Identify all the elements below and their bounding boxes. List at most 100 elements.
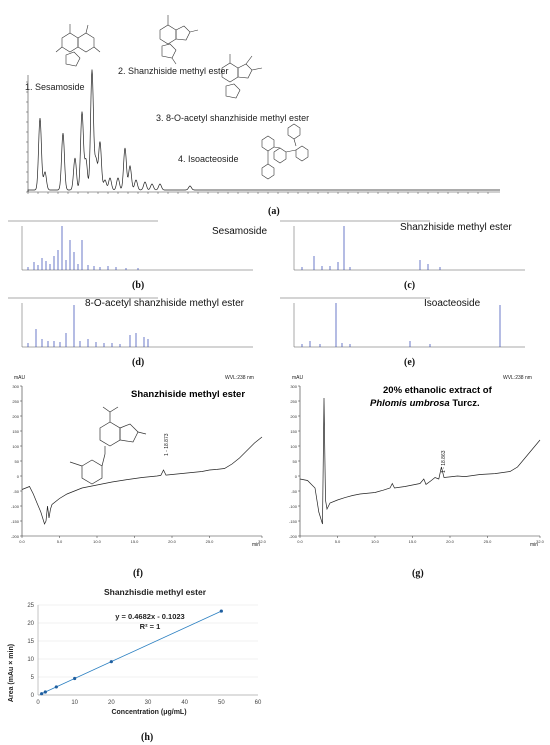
g-xtick-label: 32.0 xyxy=(536,539,545,544)
f-xtick-label: 5.0 xyxy=(57,539,63,544)
a-peak-label: 2. Shanzhiside methyl ester xyxy=(118,66,229,76)
f-ytick-label: 0 xyxy=(17,474,20,479)
panel-label-g: (g) xyxy=(412,568,424,579)
g-ytick-label: -50 xyxy=(291,489,298,494)
f-mau-label: mAU xyxy=(14,375,26,381)
chromatogram-f: mAU WVL:238 nm min Shanzhiside methyl es… xyxy=(11,375,267,548)
f-ytick-label: 150 xyxy=(12,429,19,434)
g-ytick-label: 50 xyxy=(293,459,298,464)
chromatogram-g: mAU WVL:238 nm min 20% ethanolic extract… xyxy=(289,375,545,548)
f-xtick-label: 25.0 xyxy=(206,539,215,544)
h-ytick-label: 15 xyxy=(27,639,34,645)
g-ytick-label: 100 xyxy=(290,444,297,449)
f-ytick-label: 200 xyxy=(12,414,19,419)
g-xtick-label: 15.0 xyxy=(409,539,418,544)
h-xtick-label: 20 xyxy=(108,700,115,706)
panel-label-d: (d) xyxy=(132,357,145,368)
h-xtick-label: 50 xyxy=(218,700,225,706)
f-ytick-label: -50 xyxy=(13,489,20,494)
h-xtick-label: 30 xyxy=(145,700,152,706)
f-ytick-label: 50 xyxy=(15,459,20,464)
panel-label-e: (e) xyxy=(404,357,416,368)
structure-acetyl-shanzhiside xyxy=(221,54,263,99)
g-title-line2: Phlomis umbrosa Turcz. xyxy=(370,398,480,409)
h-data-point xyxy=(73,676,77,681)
ms-title-b: Sesamoside xyxy=(212,226,268,237)
h-xtick-label: 40 xyxy=(181,700,188,706)
f-xtick-label: 15.0 xyxy=(131,539,140,544)
f-peak-label: 1 - 18.873 xyxy=(164,433,170,456)
f-xtick-label: 20.0 xyxy=(168,539,177,544)
g-xtick-label: 10.0 xyxy=(371,539,380,544)
ms-spectrum-b xyxy=(8,220,253,271)
h-data-point xyxy=(40,692,44,696)
f-title: Shanzhiside methyl ester xyxy=(131,389,245,400)
h-ytick-label: 5 xyxy=(31,675,35,681)
ms-title-c: Shanzhiside methyl ester xyxy=(400,222,512,233)
f-ytick-label: 100 xyxy=(12,444,19,449)
g-xtick-label: 0.0 xyxy=(297,539,303,544)
f-trace xyxy=(21,436,263,525)
ms-spectrum-d xyxy=(8,297,253,348)
g-ytick-label: -100 xyxy=(289,504,298,509)
g-ytick-label: -150 xyxy=(289,519,298,524)
g-min-label: min xyxy=(530,542,538,548)
structure-shanzhiside-f xyxy=(69,406,147,485)
h-xtick-label: 10 xyxy=(71,700,78,706)
g-ytick-label: 300 xyxy=(290,384,297,389)
h-xlabel: Concentration (μg/mL) xyxy=(111,709,186,716)
h-ytick-label: 25 xyxy=(27,603,34,609)
f-xtick-label: 0.0 xyxy=(19,539,25,544)
h-data-point xyxy=(109,660,113,664)
ms-title-d: 8-O-acetyl shanzhiside methyl ester xyxy=(85,298,244,309)
h-data-point xyxy=(219,609,223,613)
g-ytick-label: -200 xyxy=(289,534,298,539)
a-peak-label: 4. Isoacteoside xyxy=(178,154,239,164)
panel-label-a: (a) xyxy=(268,206,280,217)
h-ytick-label: 20 xyxy=(27,621,34,627)
f-ytick-label: 250 xyxy=(12,399,19,404)
g-xtick-label: 25.0 xyxy=(484,539,493,544)
h-ytick-label: 0 xyxy=(31,693,35,699)
g-peak-label: 1 - 18.863 xyxy=(441,450,447,473)
panel-label-b: (b) xyxy=(132,280,145,291)
f-ytick-label: -200 xyxy=(11,534,20,539)
panel-label-h: (h) xyxy=(141,732,154,743)
h-data-point xyxy=(43,690,47,694)
structure-shanzhiside-methyl-ester xyxy=(159,15,199,65)
ms-spectrum-e xyxy=(280,297,525,348)
f-wvl-label: WVL:238 nm xyxy=(225,375,254,381)
panel-a-chromatogram: 1. Sesamoside 2. Shanzhiside methyl ester… xyxy=(25,15,500,194)
f-ytick-label: 300 xyxy=(12,384,19,389)
h-r2: R² = 1 xyxy=(140,622,161,631)
f-xtick-label: 10.0 xyxy=(93,539,102,544)
a-peak-label: 1. Sesamoside xyxy=(25,82,85,92)
h-equation: y = 0.4682x - 0.1023 xyxy=(115,612,184,621)
panel-label-c: (c) xyxy=(404,280,416,291)
h-xtick-label: 60 xyxy=(255,700,262,706)
ms-title-e: Isoacteoside xyxy=(424,298,481,309)
ms-spectrum-c xyxy=(280,220,525,271)
g-ytick-label: 250 xyxy=(290,399,297,404)
g-xtick-label: 20.0 xyxy=(446,539,455,544)
structure-sesamoside xyxy=(55,24,101,67)
g-wvl-label: WVL:238 nm xyxy=(503,375,532,381)
f-xtick-label: 32.0 xyxy=(258,539,267,544)
g-title-rest: Turcz. xyxy=(450,398,480,409)
g-ytick-label: 0 xyxy=(295,474,298,479)
h-trendline xyxy=(39,610,222,695)
g-xtick-label: 5.0 xyxy=(335,539,341,544)
calibration-chart: Shanzhisdie methyl ester y = 0.4682x - 0… xyxy=(8,587,262,716)
f-ytick-label: -150 xyxy=(11,519,20,524)
g-trace xyxy=(299,397,541,525)
h-xtick-label: 0 xyxy=(36,700,40,706)
h-data-point xyxy=(54,685,58,689)
g-title-italic: Phlomis umbrosa xyxy=(370,398,450,409)
h-ylabel: Area (mAu × min) xyxy=(8,644,15,702)
g-title-line1: 20% ethanolic extract of xyxy=(383,385,493,396)
g-ytick-label: 150 xyxy=(290,429,297,434)
structure-isoacteoside xyxy=(261,123,309,180)
h-ytick-label: 10 xyxy=(27,657,34,663)
g-ytick-label: 200 xyxy=(290,414,297,419)
h-title: Shanzhisdie methyl ester xyxy=(104,587,207,597)
